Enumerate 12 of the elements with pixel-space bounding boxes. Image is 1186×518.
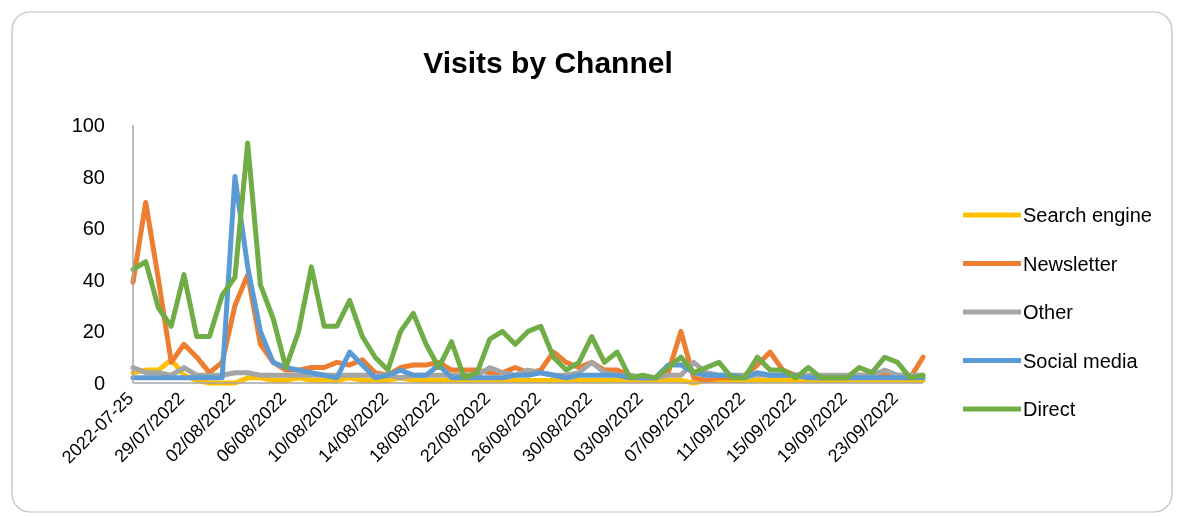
y-tick-label: 20 [82, 320, 105, 343]
legend-label: Other [1023, 301, 1074, 323]
legend-label: Newsletter [1023, 252, 1118, 275]
legend-label: Social media [1023, 349, 1139, 372]
chart-title: Visits by Channel [423, 46, 673, 79]
y-tick-label: 40 [82, 268, 105, 291]
legend-label: Direct [1023, 398, 1076, 420]
legend-label: Search engine [1023, 204, 1152, 226]
y-tick-label: 100 [71, 114, 105, 136]
y-tick-label: 0 [93, 372, 105, 394]
y-tick-label: 80 [82, 165, 105, 188]
y-tick-label: 60 [82, 217, 105, 240]
